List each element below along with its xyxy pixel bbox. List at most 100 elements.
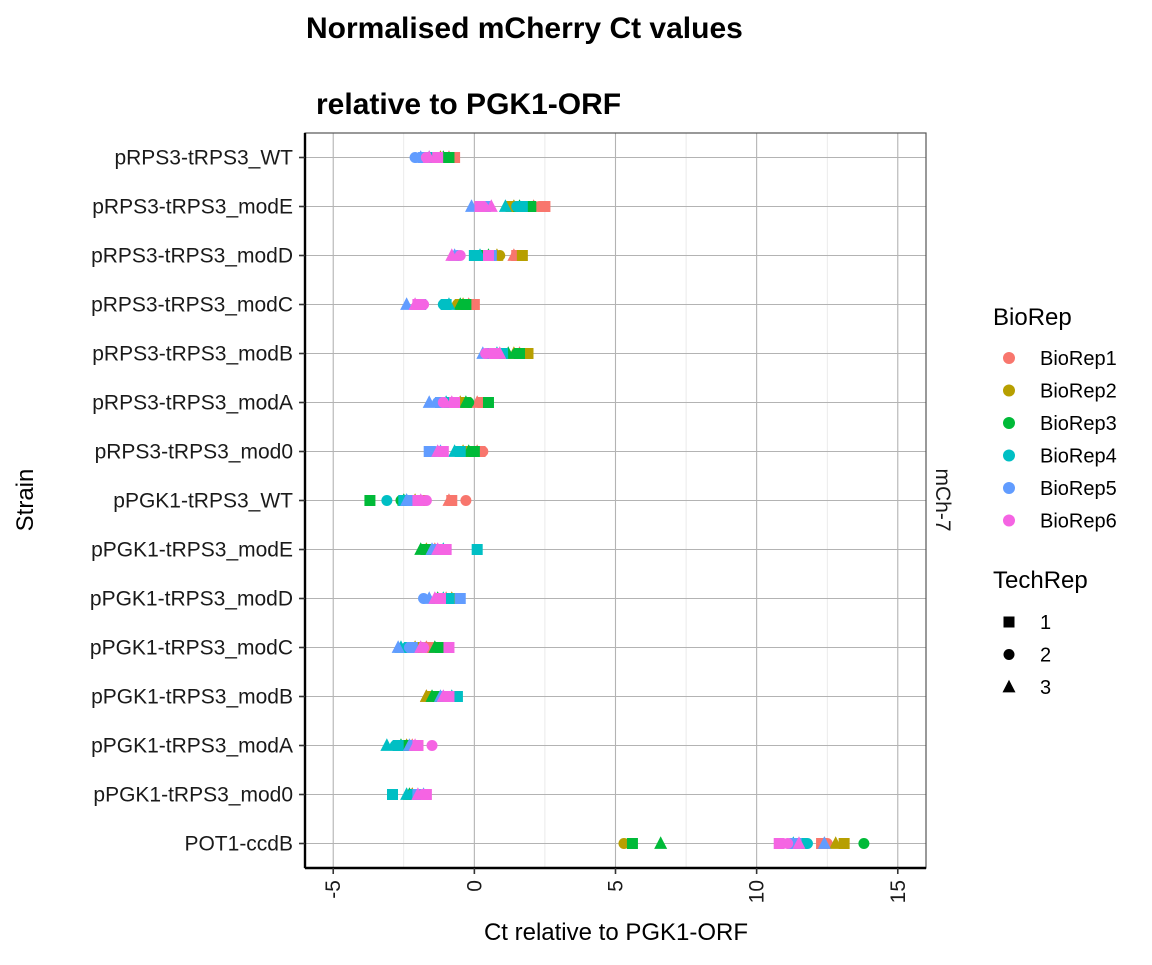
- data-point: [442, 297, 456, 310]
- legend-biorep-key: [1003, 514, 1015, 527]
- data-point: [539, 201, 551, 212]
- data-point: [482, 397, 494, 408]
- data-point: [426, 740, 438, 751]
- data-point: [422, 150, 436, 163]
- chart-title-line-2: relative to PGK1-ORF: [316, 88, 621, 121]
- data-point: [838, 838, 850, 849]
- data-point: [400, 787, 414, 800]
- data-point: [482, 250, 494, 261]
- data-point: [460, 495, 472, 506]
- legend-biorep-key: [1003, 352, 1015, 364]
- data-point: [408, 738, 422, 751]
- data-point: [459, 395, 473, 408]
- legend-biorep-label: BioRep5: [1040, 478, 1117, 500]
- data-point: [408, 297, 422, 310]
- data-point: [454, 250, 466, 261]
- y-tick-label: pRPS3-tRPS3_modE: [92, 196, 293, 219]
- data-point: [470, 395, 484, 408]
- legend-biorep-label: BioRep6: [1040, 511, 1117, 533]
- plot-panel: [303, 132, 927, 870]
- y-tick-label: pRPS3-tRPS3_modB: [92, 343, 293, 366]
- data-point: [477, 201, 489, 212]
- data-point: [443, 642, 455, 653]
- data-point: [498, 199, 512, 212]
- legend-techrep-label: 2: [1040, 645, 1051, 667]
- legend-biorep-key: [1003, 482, 1015, 494]
- y-tick-label: pPGK1-tRPS3_mod0: [93, 784, 293, 807]
- data-point: [414, 542, 428, 555]
- x-tick-label: 0: [463, 880, 486, 892]
- legend-biorep-label: BioRep2: [1040, 381, 1117, 403]
- data-point: [782, 838, 794, 849]
- legend-techrep-key: [1003, 649, 1015, 660]
- data-point: [484, 199, 498, 212]
- legend-biorep-title: BioRep: [993, 304, 1072, 331]
- data-point: [792, 836, 806, 849]
- data-point: [445, 248, 459, 261]
- y-axis-ticks: pRPS3-tRPS3_WT pRPS3-tRPS3_modE pRPS3-tRPS…: [90, 147, 305, 856]
- x-tick-label: 15: [887, 880, 910, 903]
- legend-techrep: TechRep 1 2 3: [993, 567, 1088, 699]
- legend-techrep-label: 3: [1040, 677, 1051, 699]
- y-tick-label: pPGK1-tRPS3_modD: [90, 588, 293, 611]
- data-point: [428, 591, 442, 604]
- y-tick-label: pPGK1-tRPS3_modB: [91, 686, 293, 709]
- data-point: [403, 642, 415, 653]
- legend-techrep-key: [1002, 679, 1016, 693]
- data-point: [516, 250, 528, 261]
- data-point: [380, 738, 394, 751]
- data-point: [522, 348, 534, 359]
- data-point: [480, 348, 492, 359]
- y-tick-label: pPGK1-tRPS3_modE: [91, 539, 293, 562]
- data-point: [431, 444, 445, 457]
- y-tick-label: pPGK1-tRPS3_modA: [91, 735, 293, 758]
- data-point: [525, 201, 537, 212]
- data-point: [414, 640, 428, 653]
- data-point: [618, 838, 630, 849]
- data-point: [387, 789, 399, 800]
- data-point: [418, 299, 430, 310]
- data-point: [829, 836, 843, 849]
- data-point: [422, 395, 436, 408]
- data-point: [817, 836, 831, 849]
- y-tick-label: pPGK1-tRPS3_WT: [113, 490, 293, 513]
- legend-biorep-label: BioRep4: [1040, 446, 1117, 468]
- data-point: [437, 397, 449, 408]
- x-tick-label: 5: [605, 880, 628, 892]
- data-point: [411, 787, 425, 800]
- data-point: [400, 297, 414, 310]
- y-tick-label: pRPS3-tRPS3_WT: [114, 147, 293, 170]
- data-point: [626, 838, 638, 849]
- chart-title-line-1: Normalised mCherry Ct values: [306, 12, 743, 45]
- data-point: [858, 838, 870, 849]
- data-point: [471, 544, 483, 555]
- data-point: [488, 348, 500, 359]
- legend-biorep-key: [1003, 449, 1015, 462]
- data-point: [801, 838, 813, 849]
- data-point: [432, 152, 444, 163]
- legend-techrep-title: TechRep: [993, 567, 1088, 594]
- data-point: [773, 838, 785, 849]
- legend-biorep: BioRep BioRep1 BioRep2 BioRep3 BioRep4 BioRe…: [993, 304, 1117, 533]
- legend-techrep-key: [1003, 616, 1015, 628]
- y-tick-label: POT1-ccdB: [184, 833, 293, 856]
- data-point: [423, 446, 435, 457]
- y-tick-label: pRPS3-tRPS3_mod0: [95, 441, 293, 464]
- data-point: [453, 297, 467, 310]
- legend-techrep-label: 1: [1040, 612, 1051, 634]
- data-point: [428, 640, 442, 653]
- y-tick-label: pPGK1-tRPS3_modC: [90, 637, 293, 660]
- data-point: [389, 740, 401, 751]
- y-tick-label: pRPS3-tRPS3_modA: [92, 392, 293, 415]
- data-point: [400, 493, 414, 506]
- data-point: [445, 395, 459, 408]
- y-tick-label: pRPS3-tRPS3_modD: [91, 245, 293, 268]
- legend-biorep-key: [1003, 384, 1015, 397]
- legend-biorep-key: [1003, 417, 1015, 429]
- data-point: [364, 495, 376, 506]
- x-axis-title: Ct relative to PGK1-ORF: [484, 919, 748, 946]
- data-point: [381, 495, 393, 506]
- data-point: [516, 201, 528, 212]
- data-point: [448, 444, 462, 457]
